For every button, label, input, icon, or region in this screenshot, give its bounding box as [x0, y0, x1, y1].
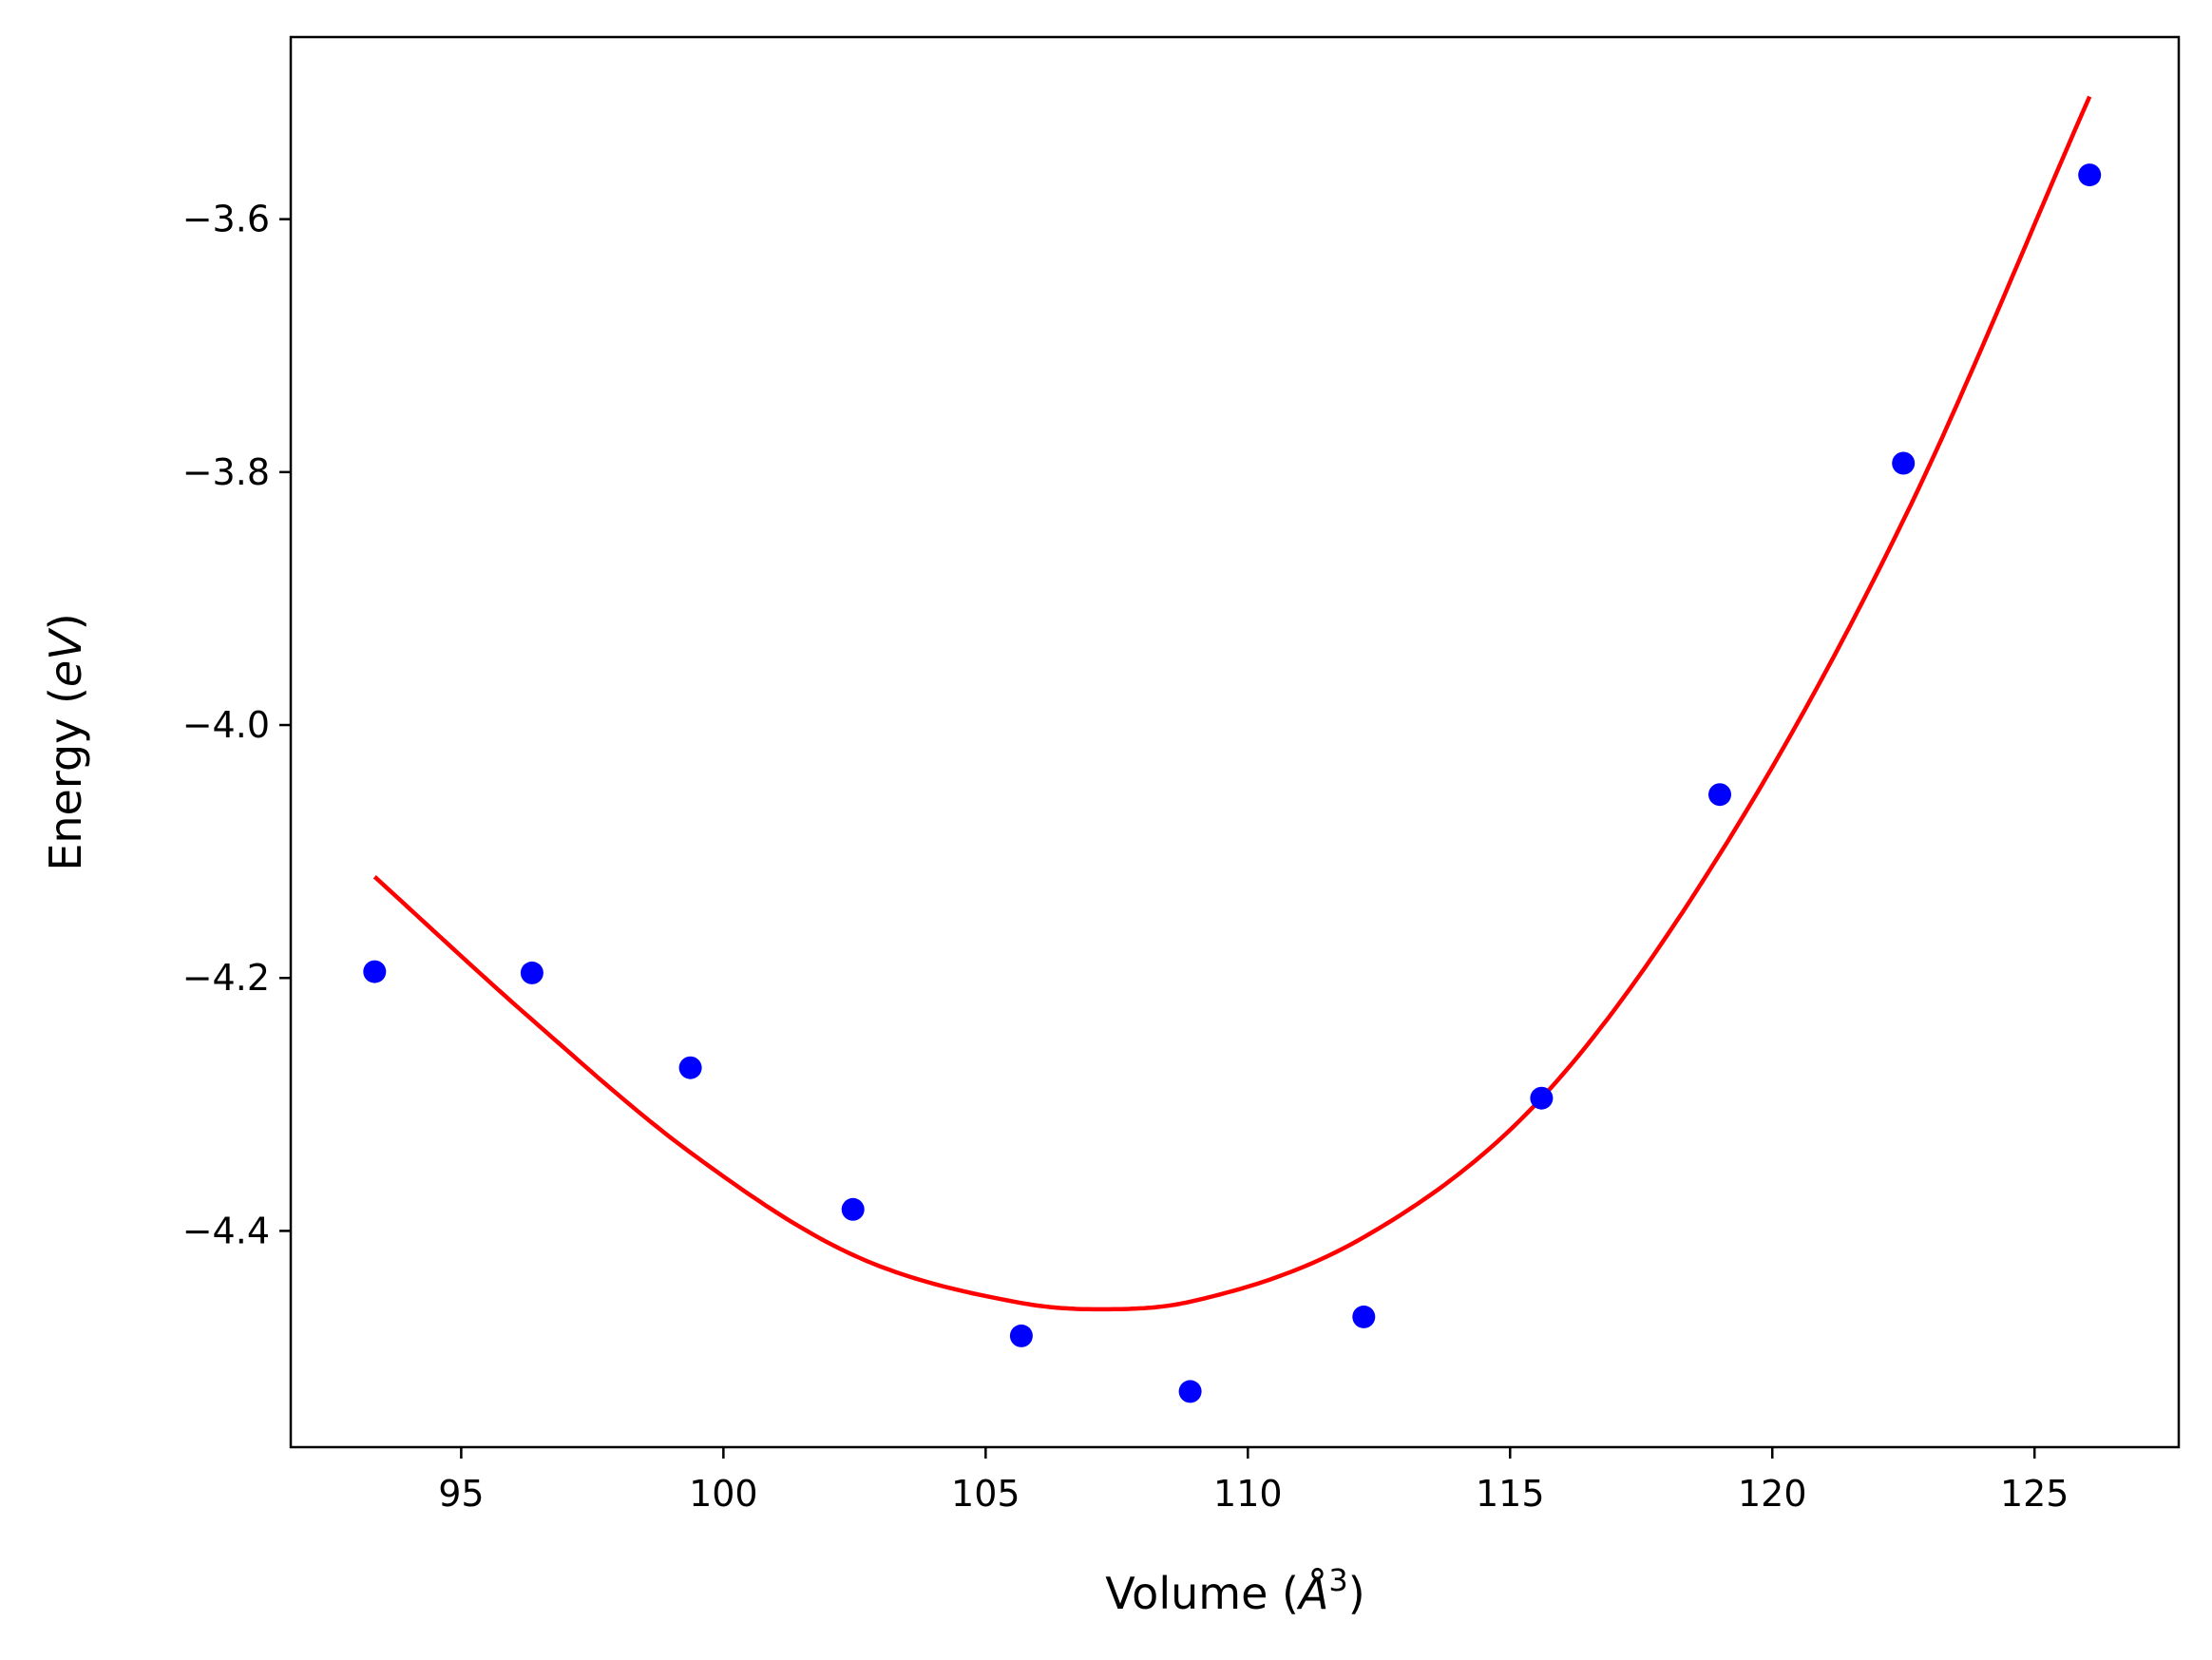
data-point [841, 1197, 865, 1221]
data-point [520, 961, 543, 984]
data-point [1009, 1324, 1033, 1347]
data-point [1352, 1305, 1376, 1328]
data-point [678, 1056, 702, 1079]
x-tick-label: 115 [1476, 1473, 1545, 1515]
data-point [363, 960, 387, 983]
x-axis-label: Volume (Å3) [1105, 1562, 1364, 1619]
y-axis-label: Energy (eV) [40, 613, 91, 870]
data-point [1530, 1086, 1554, 1110]
y-tick-label: −3.6 [182, 199, 270, 240]
data-point [2078, 163, 2102, 187]
data-point [1708, 783, 1731, 807]
x-tick-label: 110 [1213, 1473, 1283, 1515]
x-tick-label: 120 [1738, 1473, 1807, 1515]
y-tick-label: −4.4 [182, 1210, 270, 1251]
ticks: 95 100 105 110 115 120 125 −4.4 −4.2 −4.0 −3.8 −3.6 [182, 199, 2069, 1515]
x-tick-label: 125 [2000, 1473, 2069, 1515]
axes-frame [289, 35, 2181, 1449]
y-tick-label: −4.0 [182, 704, 270, 746]
x-tick-label: 95 [438, 1473, 484, 1515]
x-tick-label: 105 [951, 1473, 1020, 1515]
data-point [1892, 451, 1916, 475]
plot-area [363, 95, 2102, 1403]
data-point [1178, 1380, 1202, 1403]
y-tick-label: −4.2 [182, 957, 270, 999]
y-tick-label: −3.8 [182, 451, 270, 493]
x-tick-label: 100 [689, 1473, 758, 1515]
fit-curve [372, 95, 2092, 1312]
